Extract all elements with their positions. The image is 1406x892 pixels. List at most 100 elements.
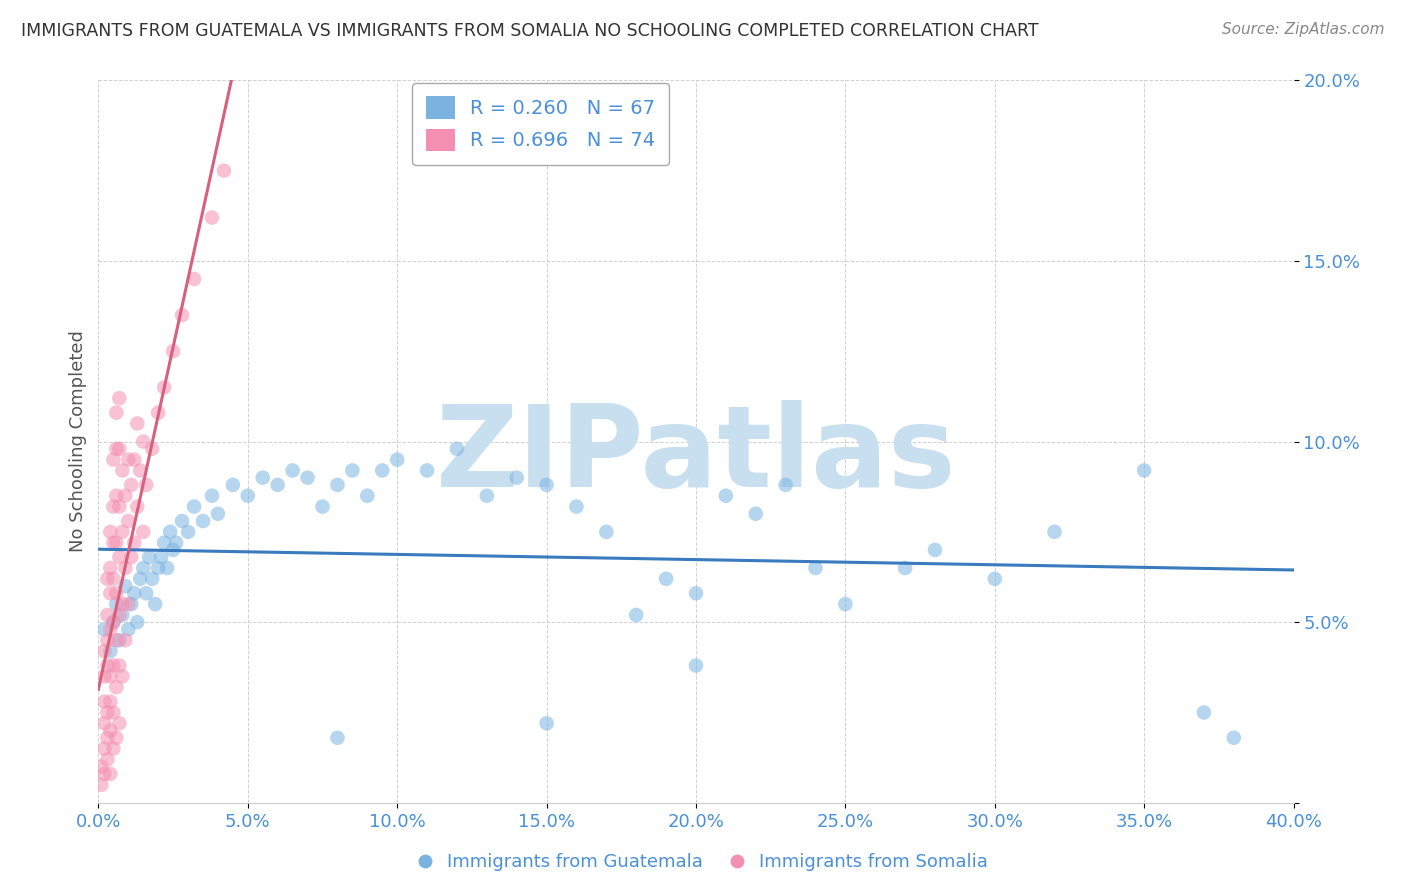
Point — [98, 723, 122, 738]
Text: ZIPatlas: ZIPatlas — [436, 401, 956, 511]
Point — [153, 535, 176, 549]
Point — [201, 489, 224, 503]
Text: Source: ZipAtlas.com: Source: ZipAtlas.com — [1222, 22, 1385, 37]
Point — [326, 478, 349, 492]
Point — [138, 550, 160, 565]
Point — [111, 524, 134, 539]
Point — [111, 669, 134, 683]
Point — [416, 463, 439, 477]
Point — [172, 514, 194, 528]
Point — [135, 586, 157, 600]
Point — [132, 524, 155, 539]
Point — [103, 615, 125, 630]
Point — [129, 463, 152, 477]
Point — [105, 597, 128, 611]
Point — [536, 478, 558, 492]
Point — [105, 680, 128, 694]
Point — [183, 500, 205, 514]
Point — [506, 471, 529, 485]
Point — [98, 644, 122, 658]
Point — [93, 695, 115, 709]
Point — [191, 514, 214, 528]
Text: IMMIGRANTS FROM GUATEMALA VS IMMIGRANTS FROM SOMALIA NO SCHOOLING COMPLETED CORR: IMMIGRANTS FROM GUATEMALA VS IMMIGRANTS … — [21, 22, 1039, 40]
Point — [114, 489, 136, 503]
Point — [385, 452, 409, 467]
Point — [108, 500, 131, 514]
Point — [159, 524, 181, 539]
Y-axis label: No Schooling Completed: No Schooling Completed — [69, 331, 87, 552]
Point — [475, 489, 498, 503]
Point — [105, 731, 128, 745]
Point — [93, 623, 115, 637]
Point — [135, 478, 157, 492]
Point — [117, 623, 139, 637]
Legend: R = 0.260   N = 67, R = 0.696   N = 74: R = 0.260 N = 67, R = 0.696 N = 74 — [412, 83, 669, 165]
Point — [117, 597, 139, 611]
Point — [124, 586, 146, 600]
Point — [267, 478, 290, 492]
Point — [281, 463, 304, 477]
Point — [93, 644, 115, 658]
Point — [127, 417, 149, 431]
Point — [103, 572, 125, 586]
Point — [132, 434, 155, 449]
Point — [103, 452, 125, 467]
Point — [96, 752, 118, 766]
Point — [162, 542, 184, 557]
Point — [655, 572, 678, 586]
Point — [177, 524, 200, 539]
Point — [93, 741, 115, 756]
Point — [108, 607, 131, 622]
Point — [120, 478, 142, 492]
Point — [114, 579, 136, 593]
Point — [745, 507, 768, 521]
Point — [297, 471, 319, 485]
Point — [207, 507, 229, 521]
Point — [201, 211, 224, 225]
Point — [103, 741, 125, 756]
Point — [108, 633, 131, 648]
Point — [114, 561, 136, 575]
Point — [1043, 524, 1066, 539]
Point — [1223, 731, 1246, 745]
Point — [565, 500, 588, 514]
Point — [108, 442, 131, 456]
Point — [183, 272, 205, 286]
Point — [114, 633, 136, 648]
Point — [984, 572, 1007, 586]
Point — [536, 716, 558, 731]
Point — [894, 561, 917, 575]
Point — [804, 561, 827, 575]
Point — [775, 478, 797, 492]
Point — [105, 633, 128, 648]
Point — [90, 760, 112, 774]
Point — [124, 452, 146, 467]
Point — [96, 633, 118, 648]
Point — [148, 406, 170, 420]
Point — [212, 163, 235, 178]
Point — [98, 695, 122, 709]
Point — [162, 344, 184, 359]
Point — [105, 442, 128, 456]
Point — [111, 607, 134, 622]
Point — [108, 550, 131, 565]
Point — [595, 524, 617, 539]
Point — [93, 669, 115, 683]
Point — [685, 586, 707, 600]
Point — [105, 586, 128, 600]
Point — [98, 586, 122, 600]
Point — [129, 572, 152, 586]
Point — [90, 778, 112, 792]
Point — [127, 500, 149, 514]
Point — [1133, 463, 1156, 477]
Point — [98, 623, 122, 637]
Point — [96, 572, 118, 586]
Point — [924, 542, 946, 557]
Point — [834, 597, 856, 611]
Point — [143, 597, 166, 611]
Point — [148, 561, 170, 575]
Point — [124, 535, 146, 549]
Point — [93, 716, 115, 731]
Point — [446, 442, 468, 456]
Point — [127, 615, 149, 630]
